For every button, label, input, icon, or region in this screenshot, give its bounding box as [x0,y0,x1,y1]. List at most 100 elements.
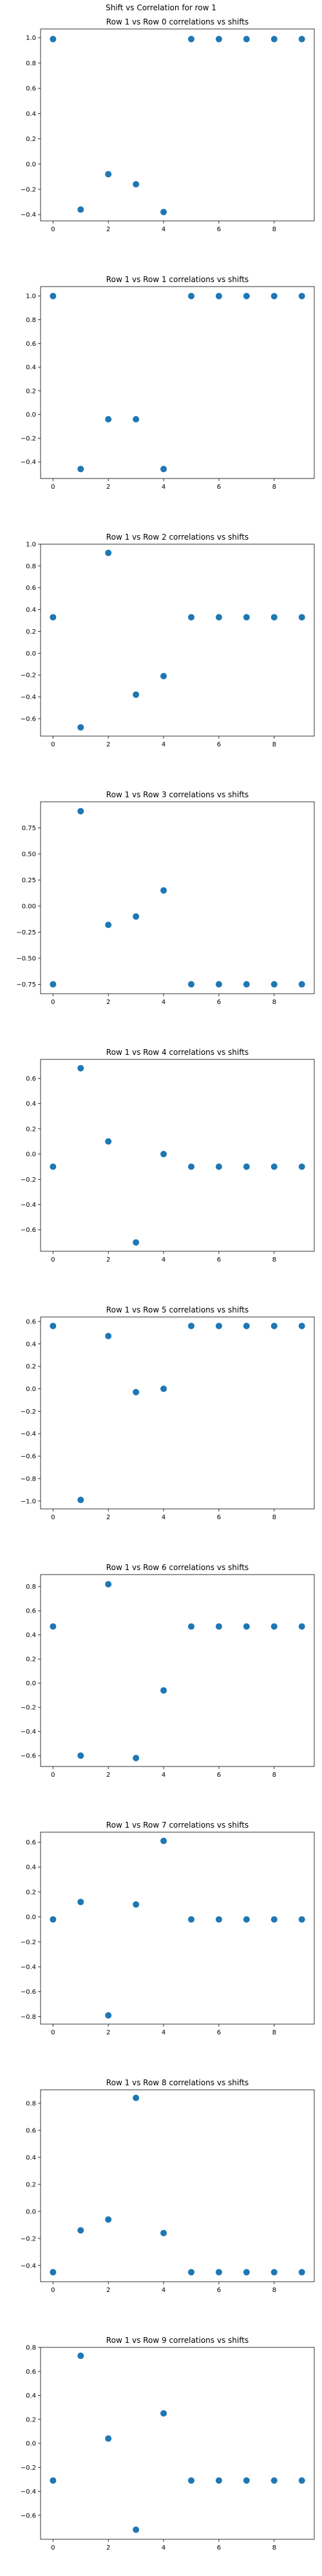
x-tick-label: 2 [106,226,110,233]
y-tick-label: −0.6 [21,2512,36,2519]
data-point [77,1899,84,1906]
data-point [77,2227,84,2234]
data-point [215,981,222,988]
plot-frame [40,544,315,737]
data-point [298,1916,305,1923]
y-tick-label: −0.2 [21,2235,36,2242]
panel-title: Row 1 vs Row 0 correlations vs shifts [106,17,249,26]
data-point [133,1388,140,1396]
y-tick-label: 0.4 [26,607,36,614]
y-tick-label: −0.6 [21,1753,36,1760]
x-tick-label: 2 [106,2029,110,2036]
data-point [187,614,194,621]
x-tick-label: 6 [217,2287,221,2294]
x-tick-label: 0 [51,2287,55,2294]
data-point [105,171,112,178]
data-point [50,2477,57,2484]
data-point [160,1385,167,1392]
data-point [160,672,167,679]
y-tick-label: 0.8 [26,60,36,67]
y-tick-label: 0.2 [26,2181,36,2188]
y-tick-label: −0.25 [16,929,36,936]
y-tick-label: 0.4 [26,111,36,118]
x-tick-label: 4 [162,2029,166,2036]
data-point [270,2269,278,2276]
data-point [298,35,305,43]
scatter-panel-5: Row 1 vs Row 5 correlations vs shifts 0 2 4… [21,1305,315,1521]
x-tick-label: 0 [51,741,55,748]
y-tick-label: −0.4 [21,212,36,219]
plot-frame [40,286,315,479]
y-tick-label: 0.2 [26,2416,36,2423]
data-point [298,1322,305,1329]
x-tick-label: 4 [162,999,166,1006]
data-point [133,2094,140,2101]
y-tick-label: −0.8 [21,2014,36,2021]
data-point [105,1580,112,1587]
x-tick-label: 6 [217,741,221,748]
data-point [105,922,112,929]
plot-frame [40,28,315,222]
x-tick-label: 8 [272,741,276,748]
scatter-panel-9: Row 1 vs Row 9 correlations vs shifts 0 2 4… [21,2336,315,2552]
data-point [133,2526,140,2533]
x-tick-label: 0 [51,2544,55,2552]
x-tick-label: 0 [51,1256,55,1264]
y-tick-label: −0.4 [21,459,36,466]
scatter-panel-0: Row 1 vs Row 0 correlations vs shifts 0 2 4… [21,17,315,233]
y-tick-label: 0.0 [26,2441,36,2448]
y-tick-label: 0.50 [22,851,36,858]
data-point [270,1916,278,1923]
y-tick-label: −0.6 [21,1989,36,1996]
data-point [215,1916,222,1923]
y-tick-label: 1.0 [26,542,36,549]
y-tick-label: −0.4 [21,1964,36,1971]
x-tick-label: 6 [217,484,221,491]
data-point [215,614,222,621]
x-tick-label: 6 [217,1772,221,1779]
data-point [133,181,140,188]
x-tick-label: 8 [272,1772,276,1779]
data-point [50,1916,57,1923]
x-tick-label: 2 [106,741,110,748]
x-tick-label: 8 [272,1256,276,1264]
y-tick-label: 0.8 [26,2345,36,2352]
y-tick-label: −0.6 [21,1454,36,1461]
y-tick-label: 0.0 [26,1914,36,1921]
plot-frame [40,2347,315,2540]
y-tick-label: 1.0 [26,293,36,300]
y-tick-label: 0.6 [26,1075,36,1083]
data-point [50,2269,57,2276]
y-tick-label: 0.8 [26,1584,36,1591]
data-point [133,416,140,423]
data-point [160,466,167,473]
scatter-panel-8: Row 1 vs Row 8 correlations vs shifts 0 2 4… [21,2078,315,2294]
data-point [270,35,278,43]
y-tick-label: 1.0 [26,35,36,42]
y-tick-label: −0.4 [21,1202,36,1209]
data-point [215,1322,222,1329]
data-point [105,1138,112,1145]
data-point [77,2353,84,2360]
y-tick-label: −0.6 [21,715,36,723]
data-point [105,549,112,556]
data-point [187,2269,194,2276]
y-tick-label: −0.2 [21,672,36,679]
data-point [270,981,278,988]
data-point [187,35,194,43]
x-tick-label: 8 [272,484,276,491]
data-point [50,292,57,299]
y-tick-label: 0.2 [26,1656,36,1663]
data-point [133,1754,140,1761]
plot-frame [40,2089,315,2282]
panel-title: Row 1 vs Row 4 correlations vs shifts [106,1048,249,1057]
data-point [77,808,84,815]
scatter-panel-6: Row 1 vs Row 6 correlations vs shifts 0 2 4… [21,1563,315,1779]
data-point [298,614,305,621]
panel-title: Row 1 vs Row 5 correlations vs shifts [106,1305,249,1314]
y-tick-label: 0.6 [26,1839,36,1846]
plot-frame [40,801,315,994]
x-tick-label: 8 [272,2544,276,2552]
data-point [50,1163,57,1170]
x-tick-label: 4 [162,1256,166,1264]
